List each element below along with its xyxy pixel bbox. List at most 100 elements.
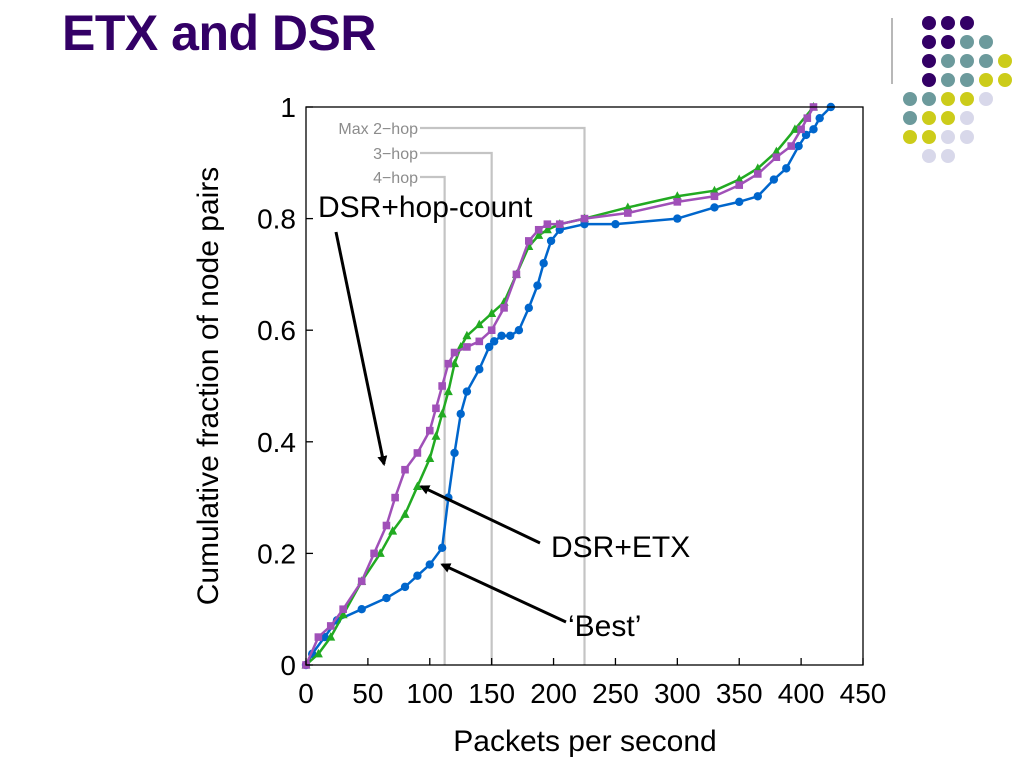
- data-point: [497, 331, 506, 340]
- y-tick-label: 1: [280, 92, 296, 123]
- y-tick-label: 0.8: [257, 204, 296, 235]
- x-tick-label: 0: [298, 678, 314, 709]
- data-point: [487, 308, 497, 317]
- data-point: [735, 181, 744, 189]
- data-point: [803, 114, 812, 122]
- data-point: [673, 198, 682, 206]
- data-point: [443, 386, 453, 396]
- data-point: [524, 303, 533, 313]
- plot-frame: [305, 106, 864, 666]
- data-point: [370, 549, 378, 558]
- decorative-dot: [941, 35, 955, 49]
- data-point: [412, 481, 422, 490]
- reference-line: [420, 175, 446, 665]
- data-point: [413, 449, 422, 457]
- data-point: [580, 214, 589, 223]
- data-point: [432, 404, 440, 413]
- data-point: [555, 220, 564, 228]
- decorative-dot: [979, 54, 993, 68]
- data-point: [382, 521, 391, 530]
- decorative-dot: [979, 35, 993, 49]
- annotation-arrow: [419, 485, 541, 545]
- decorative-dot: [960, 130, 974, 144]
- data-point: [413, 571, 422, 580]
- decorative-dot: [941, 73, 955, 87]
- decorative-dot: [960, 92, 974, 106]
- data-point: [624, 209, 632, 217]
- decorative-dot: [903, 111, 917, 125]
- data-point: [462, 330, 472, 340]
- y-tick-label: 0: [280, 650, 296, 681]
- title-divider: [891, 18, 893, 84]
- data-point: [546, 236, 556, 246]
- data-point: [787, 142, 796, 150]
- decorative-dot: [922, 73, 936, 87]
- data-point: [326, 632, 336, 641]
- data-point: [525, 237, 533, 245]
- data-point: [401, 465, 409, 474]
- data-point: [326, 622, 335, 630]
- data-point: [797, 125, 805, 134]
- data-point: [735, 197, 744, 207]
- reference-line: [420, 126, 586, 665]
- data-point: [753, 170, 762, 178]
- slide-title: ETX and DSR: [62, 5, 376, 61]
- data-point: [543, 220, 552, 228]
- decorative-dot: [960, 16, 974, 30]
- data-point: [437, 408, 447, 418]
- annotation-label: ‘Best’: [568, 610, 641, 643]
- data-point: [382, 593, 391, 603]
- decorative-dot: [922, 149, 936, 163]
- data-point: [533, 281, 542, 290]
- decorative-dot: [960, 54, 974, 68]
- data-point: [450, 448, 459, 458]
- x-tick-label: 300: [654, 678, 701, 709]
- data-point: [400, 509, 410, 518]
- data-point: [425, 426, 434, 435]
- decorative-dot: [903, 92, 917, 106]
- data-point: [456, 409, 465, 419]
- data-point: [388, 526, 398, 535]
- data-point: [753, 192, 762, 201]
- data-point: [400, 582, 410, 592]
- annotation-arrow: [440, 563, 567, 624]
- data-point: [782, 164, 791, 173]
- data-point: [815, 113, 824, 123]
- data-point: [710, 192, 719, 201]
- decorative-dot: [979, 73, 993, 87]
- data-point: [450, 358, 460, 368]
- data-point: [769, 175, 779, 184]
- data-point: [772, 153, 781, 162]
- decorative-dot: [941, 111, 955, 125]
- reference-line-label: Max 2−hop: [338, 121, 418, 138]
- data-point: [484, 342, 494, 352]
- data-point: [539, 259, 548, 268]
- x-tick-label: 200: [530, 678, 577, 709]
- decorative-dot: [941, 149, 955, 163]
- data-point: [672, 191, 682, 200]
- x-axis-label: Packets per second: [453, 725, 716, 758]
- data-point: [489, 337, 499, 346]
- y-tick-label: 0.6: [257, 315, 296, 346]
- data-point: [506, 331, 515, 340]
- decorative-dot: [922, 111, 936, 125]
- decorative-dot-grid: [903, 16, 1012, 163]
- data-point: [475, 337, 484, 346]
- data-point: [313, 648, 323, 658]
- data-point: [771, 146, 781, 156]
- data-point: [790, 124, 800, 133]
- decorative-dot: [922, 54, 936, 68]
- annotation-label: DSR+ETX: [551, 531, 690, 564]
- data-point: [375, 548, 385, 557]
- data-point: [710, 203, 719, 212]
- data-point: [391, 493, 399, 502]
- data-point: [339, 605, 347, 613]
- data-point: [438, 382, 446, 390]
- decorative-dot: [941, 54, 955, 68]
- x-tick-label: 100: [406, 678, 453, 709]
- decorative-dot: [922, 16, 936, 30]
- data-point: [475, 365, 484, 374]
- x-tick-label: 400: [778, 678, 825, 709]
- decorative-dot: [998, 73, 1012, 87]
